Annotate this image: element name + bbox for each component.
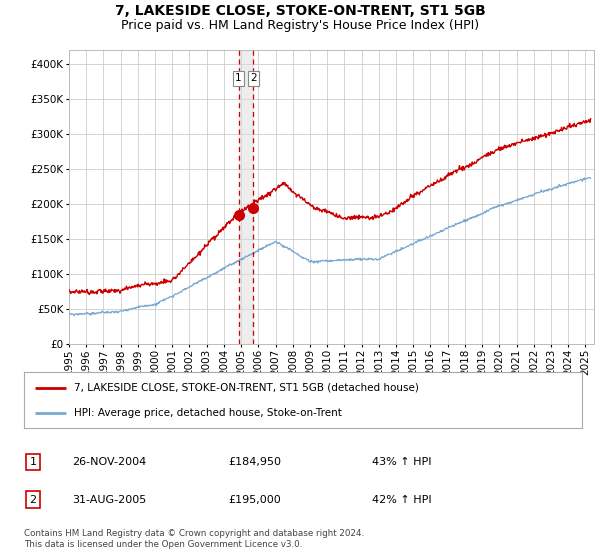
Text: 31-AUG-2005: 31-AUG-2005 [72, 494, 146, 505]
Bar [239, 50, 253, 344]
Text: 1: 1 [29, 457, 37, 467]
Text: 42% ↑ HPI: 42% ↑ HPI [372, 494, 431, 505]
Text: HPI: Average price, detached house, Stoke-on-Trent: HPI: Average price, detached house, Stok… [74, 408, 342, 418]
Text: Price paid vs. HM Land Registry's House Price Index (HPI): Price paid vs. HM Land Registry's House … [121, 19, 479, 32]
Text: £184,950: £184,950 [228, 457, 281, 467]
Text: £195,000: £195,000 [228, 494, 281, 505]
Text: Contains HM Land Registry data © Crown copyright and database right 2024.
This d: Contains HM Land Registry data © Crown c… [24, 529, 364, 549]
Text: 26-NOV-2004: 26-NOV-2004 [72, 457, 146, 467]
Text: 43% ↑ HPI: 43% ↑ HPI [372, 457, 431, 467]
Text: 7, LAKESIDE CLOSE, STOKE-ON-TRENT, ST1 5GB (detached house): 7, LAKESIDE CLOSE, STOKE-ON-TRENT, ST1 5… [74, 382, 419, 393]
Text: 7, LAKESIDE CLOSE, STOKE-ON-TRENT, ST1 5GB: 7, LAKESIDE CLOSE, STOKE-ON-TRENT, ST1 5… [115, 4, 485, 18]
Text: 2: 2 [29, 494, 37, 505]
Text: 1: 1 [235, 73, 242, 83]
Text: 2: 2 [250, 73, 257, 83]
